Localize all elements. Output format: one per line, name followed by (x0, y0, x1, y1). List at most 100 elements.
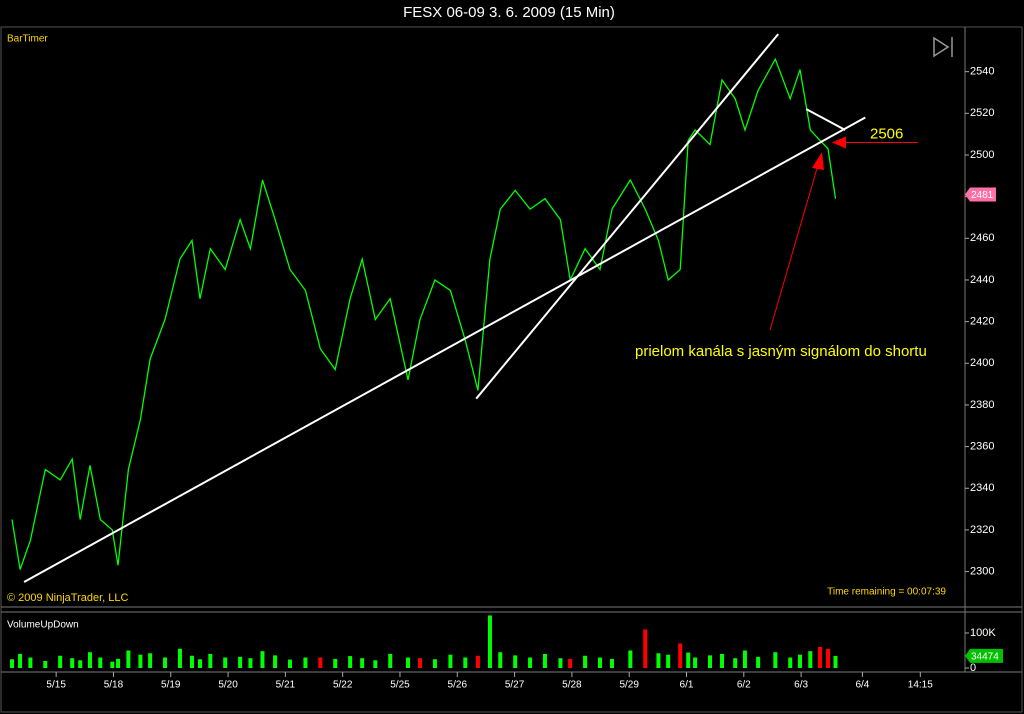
volume-bar (542, 653, 547, 668)
volume-bar (686, 652, 691, 668)
volume-bar (360, 658, 365, 668)
y-tick-label: 2300 (970, 565, 994, 577)
x-tick-label: 5/15 (46, 680, 66, 691)
volume-bar (773, 652, 778, 668)
y-tick-label: 2380 (970, 399, 994, 411)
indicator-label: BarTimer (7, 34, 48, 45)
volume-bar (126, 650, 131, 668)
x-tick-label: 6/3 (794, 680, 808, 691)
volume-bar (348, 656, 353, 668)
volume-bar (58, 655, 63, 668)
volume-bar (487, 615, 492, 668)
y-tick-label: 2500 (970, 149, 994, 161)
x-tick-label: 5/21 (276, 680, 296, 691)
volume-bar (628, 650, 633, 668)
volume-bar (568, 658, 573, 668)
volume-bar (238, 656, 243, 668)
volume-bar (498, 652, 503, 668)
volume-bar (78, 660, 83, 668)
volume-bar (148, 653, 153, 668)
volume-bar (797, 654, 802, 668)
volume-bar (116, 658, 121, 668)
level-label: 2506 (870, 125, 903, 142)
x-tick-label: 5/25 (390, 680, 410, 691)
volume-bar (260, 651, 265, 668)
volume-bar (643, 629, 648, 668)
x-tick-label: 14:15 (908, 680, 933, 691)
x-tick-label: 5/26 (448, 680, 468, 691)
volume-bar (163, 657, 168, 668)
volume-bar (177, 648, 182, 668)
x-tick-label: 5/27 (505, 680, 525, 691)
last-price-box (965, 187, 996, 202)
volume-bar (303, 657, 308, 668)
copyright: © 2009 NinjaTrader, LLC (7, 592, 128, 604)
volume-bar (98, 657, 103, 668)
y-tick-label: 2340 (970, 482, 994, 494)
y-tick-label: 2420 (970, 316, 994, 328)
volume-bar (833, 655, 838, 668)
volume-bar (597, 657, 602, 668)
volume-bar (10, 659, 15, 668)
volume-bar (333, 658, 338, 668)
volume-bar (70, 658, 75, 668)
price-line (11, 57, 837, 570)
volume-bar (110, 661, 115, 668)
volume-bar (678, 643, 683, 668)
level-arrowhead (832, 136, 846, 149)
last-volume-box (965, 648, 1003, 663)
volume-bar (756, 656, 761, 668)
trendline (23, 116, 866, 583)
trendline (475, 33, 779, 400)
volume-bar (432, 659, 437, 668)
trendline (805, 108, 846, 131)
volume-bar (826, 648, 831, 668)
y-tick-label: 100K (970, 627, 996, 639)
volume-bar (138, 654, 143, 668)
volume-bar (610, 658, 615, 668)
volume-bar (388, 653, 393, 668)
volume-bar (666, 654, 671, 668)
last-volume-label: 34474 (971, 652, 999, 663)
annotation-arrow (769, 152, 824, 331)
volume-bar (733, 658, 738, 668)
volume-bar (406, 657, 411, 668)
y-tick-label: 2400 (970, 357, 994, 369)
y-tick-label: 2320 (970, 524, 994, 536)
x-tick-label: 5/29 (619, 680, 639, 691)
volume-bar (248, 658, 253, 668)
y-tick-label: 2360 (970, 441, 994, 453)
volume-bar (197, 659, 202, 668)
x-tick-label: 5/28 (562, 680, 582, 691)
volume-bar (87, 652, 92, 668)
last-price-label: 2481 (971, 190, 994, 201)
y-tick-label: 2440 (970, 274, 994, 286)
x-tick-label: 6/2 (737, 680, 751, 691)
volume-bar (418, 658, 423, 668)
x-tick-label: 6/1 (680, 680, 694, 691)
y-tick-label: 2460 (970, 232, 994, 244)
volume-bar (558, 658, 563, 668)
volume-bar (693, 657, 698, 668)
volume-bar (43, 660, 48, 668)
volume-bar (818, 646, 823, 668)
volume-bar (475, 655, 480, 668)
volume-bar (287, 659, 292, 668)
x-tick-label: 5/22 (333, 680, 353, 691)
volume-bar (808, 651, 813, 668)
volume-bar (513, 655, 518, 668)
volume-bar (273, 655, 278, 668)
y-tick-label: 2540 (970, 66, 994, 78)
volume-bar (28, 657, 33, 668)
annotation-text: prielom kanála s jasným signálom do shor… (635, 343, 927, 360)
volume-bar (318, 657, 323, 668)
play-icon[interactable] (933, 36, 953, 58)
x-tick-label: 5/20 (218, 680, 238, 691)
volume-bar (373, 660, 378, 668)
time-remaining: Time remaining = 00:07:39 (827, 587, 946, 598)
volume-bar (742, 650, 747, 668)
volume-bar (583, 655, 588, 668)
volume-bar (448, 654, 453, 668)
x-tick-label: 6/4 (855, 680, 869, 691)
